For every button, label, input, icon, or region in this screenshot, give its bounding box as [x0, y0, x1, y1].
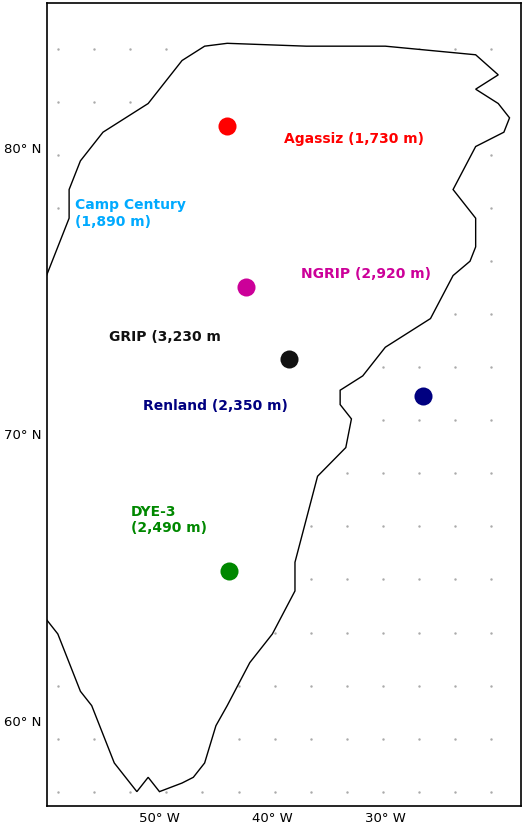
Text: Camp Century
(1,890 m): Camp Century (1,890 m) — [75, 198, 186, 229]
Text: GRIP (3,230 m: GRIP (3,230 m — [109, 330, 220, 344]
Text: DYE-3
(2,490 m): DYE-3 (2,490 m) — [131, 504, 207, 535]
Text: Agassiz (1,730 m): Agassiz (1,730 m) — [284, 132, 424, 146]
Polygon shape — [0, 44, 510, 792]
Text: NGRIP (2,920 m): NGRIP (2,920 m) — [301, 267, 430, 281]
Text: Renland (2,350 m): Renland (2,350 m) — [142, 398, 287, 412]
